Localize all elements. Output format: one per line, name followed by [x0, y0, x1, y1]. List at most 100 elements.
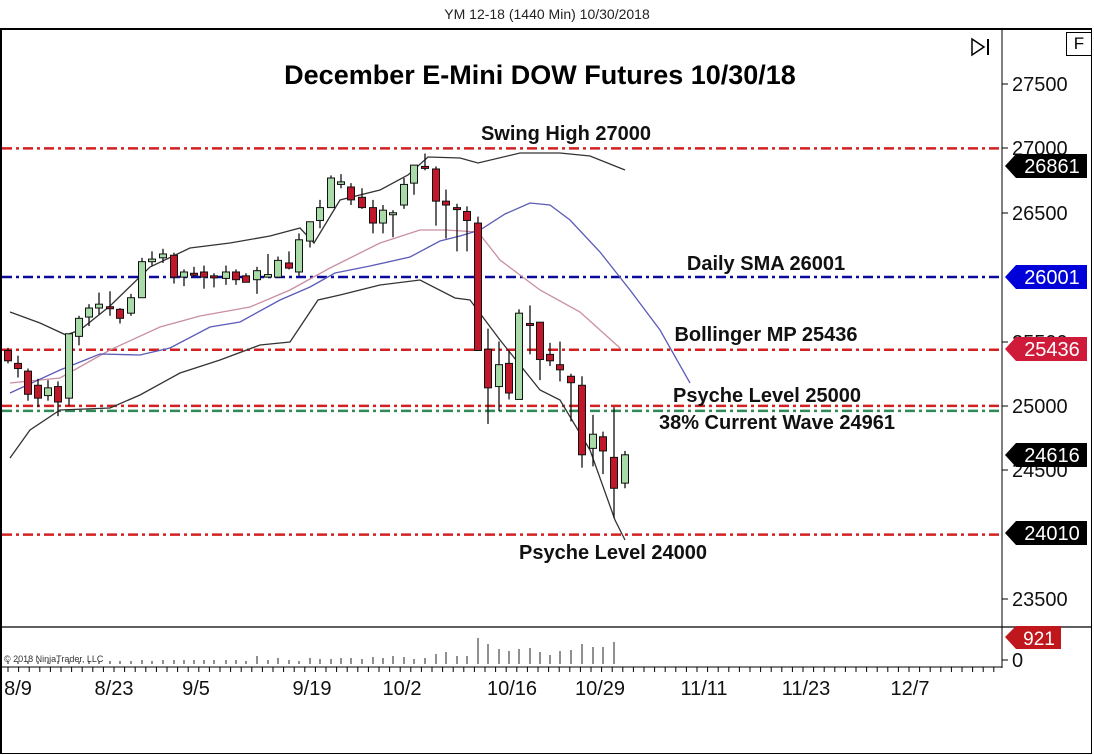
candle[interactable] — [589, 414, 597, 467]
candle[interactable] — [474, 216, 482, 352]
level-label: Bollinger MP 25436 — [674, 324, 857, 346]
candle-body-down — [34, 384, 42, 399]
candle-body-up — [138, 261, 146, 299]
candle[interactable] — [432, 166, 440, 226]
candle[interactable] — [106, 291, 114, 316]
candle[interactable] — [358, 188, 366, 209]
candle-body-down — [210, 275, 218, 279]
candle[interactable] — [159, 248, 167, 263]
scroll-to-end-button[interactable] — [970, 36, 992, 58]
level-label: Psyche Level 25000 — [673, 385, 861, 407]
price-tag-value: 24616 — [1024, 445, 1080, 467]
candle[interactable] — [65, 333, 73, 406]
candle[interactable] — [253, 266, 261, 294]
candle-body-down — [442, 200, 450, 206]
candle-body-up — [253, 270, 261, 281]
candle-body-up — [389, 212, 397, 216]
candle-body-down — [242, 275, 250, 283]
candle[interactable] — [526, 305, 534, 355]
candle-body-up — [95, 303, 103, 309]
candle[interactable] — [453, 203, 461, 252]
candle[interactable] — [599, 431, 607, 475]
y-tick-label: 27500 — [1012, 74, 1068, 96]
candle-body-up — [589, 433, 597, 449]
candle-body-down — [599, 436, 607, 452]
price-tag — [1005, 154, 1087, 178]
candle[interactable] — [75, 315, 83, 346]
candle-body-down — [232, 271, 240, 281]
f-button[interactable]: F — [1066, 32, 1092, 56]
candle[interactable] — [210, 273, 218, 288]
candle[interactable] — [295, 233, 303, 276]
candle[interactable] — [515, 309, 523, 400]
candle[interactable] — [546, 342, 554, 366]
candle[interactable] — [190, 266, 198, 278]
candle[interactable] — [148, 251, 156, 266]
candle-body-up — [65, 333, 73, 399]
candle[interactable] — [567, 373, 575, 422]
candle[interactable] — [400, 177, 408, 209]
candle-body-down — [200, 271, 208, 278]
volume-tag — [1005, 626, 1061, 649]
candle[interactable] — [484, 328, 492, 424]
price-tag — [1005, 265, 1087, 289]
candle[interactable] — [264, 253, 272, 278]
candle[interactable] — [14, 355, 22, 378]
candle[interactable] — [442, 189, 450, 239]
candle[interactable] — [200, 265, 208, 289]
candle[interactable] — [242, 273, 250, 283]
candle[interactable] — [180, 269, 188, 287]
candle[interactable] — [610, 407, 618, 518]
candle[interactable] — [369, 199, 377, 234]
candle[interactable] — [95, 292, 103, 315]
candle-body-down — [347, 186, 355, 201]
candle[interactable] — [410, 164, 418, 195]
candle[interactable] — [505, 350, 513, 400]
candle[interactable] — [116, 308, 124, 324]
candle[interactable] — [127, 293, 135, 316]
level-label: 38% Current Wave 24961 — [659, 412, 895, 434]
candle[interactable] — [44, 380, 52, 401]
candle[interactable] — [54, 381, 62, 417]
candle-body-up — [159, 253, 167, 259]
candle[interactable] — [34, 378, 42, 408]
candle[interactable] — [85, 304, 93, 327]
y-tick-label: 25000 — [1012, 396, 1068, 418]
candle[interactable] — [621, 450, 629, 489]
bollinger-middle-line — [9, 229, 621, 384]
candle[interactable] — [536, 321, 544, 381]
candle-body-up — [337, 181, 345, 185]
chart-frame — [0, 28, 1092, 754]
candle-body-up — [295, 239, 303, 273]
x-tick-label: 11/11 — [680, 678, 727, 700]
candle[interactable] — [578, 376, 586, 468]
candle[interactable] — [222, 265, 230, 285]
candle[interactable] — [421, 153, 429, 171]
level-label: Swing High 27000 — [481, 123, 651, 145]
candle[interactable] — [327, 175, 335, 209]
candle[interactable] — [306, 221, 314, 248]
candle-body-down — [610, 456, 618, 489]
candle-body-down — [505, 362, 513, 394]
candle[interactable] — [389, 210, 397, 238]
candle[interactable] — [379, 205, 387, 234]
candle[interactable] — [274, 256, 282, 278]
candle[interactable] — [170, 252, 178, 284]
candle[interactable] — [347, 183, 355, 206]
candle-body-down — [4, 350, 12, 362]
candle-body-up — [379, 209, 387, 224]
candle[interactable] — [463, 206, 471, 252]
candle[interactable] — [316, 199, 324, 229]
candle[interactable] — [4, 347, 12, 364]
candle[interactable] — [556, 341, 564, 382]
candle[interactable] — [24, 368, 32, 401]
price-tag-value: 26001 — [1024, 267, 1080, 289]
candle[interactable] — [285, 251, 293, 270]
candle[interactable] — [138, 257, 146, 299]
candle[interactable] — [337, 174, 345, 189]
chart-title: December E-Mini DOW Futures 10/30/18 — [284, 60, 796, 90]
candle[interactable] — [232, 269, 240, 285]
candle[interactable] — [495, 341, 503, 412]
price-tag — [1005, 337, 1087, 361]
